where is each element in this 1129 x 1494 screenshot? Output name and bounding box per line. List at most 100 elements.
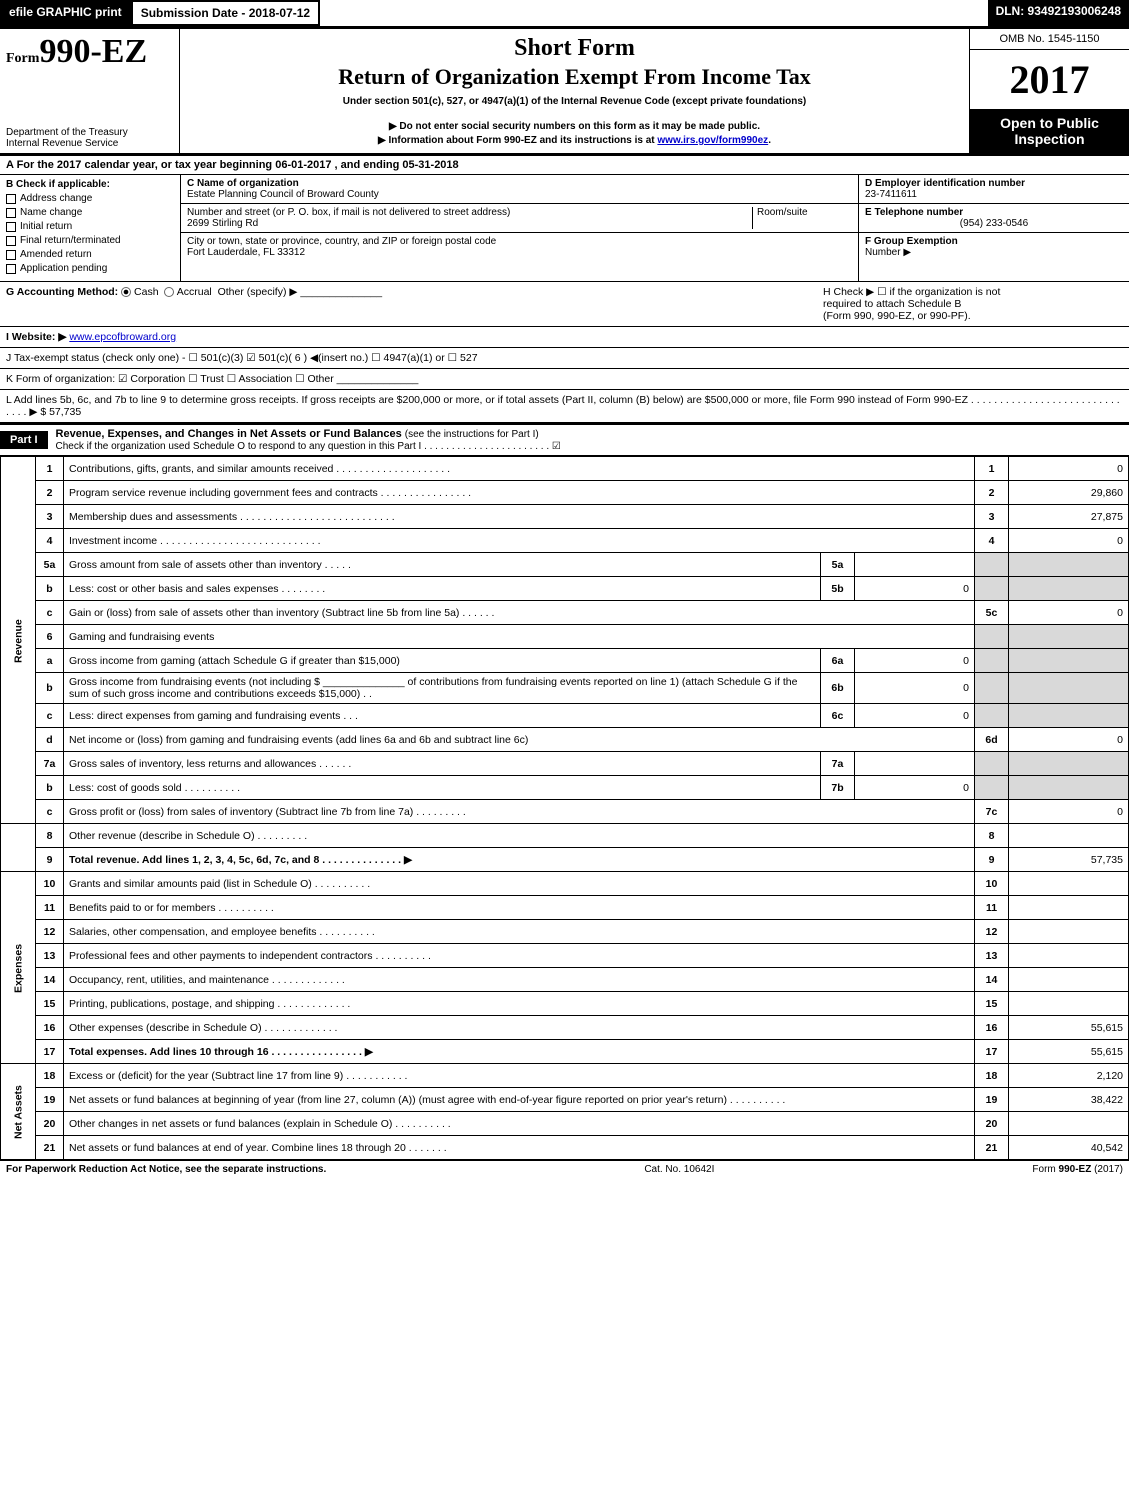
shaded-cell: [1009, 649, 1129, 673]
radio-accrual-icon[interactable]: [164, 287, 174, 297]
line-col-no: 17: [975, 1040, 1009, 1064]
instructions-link[interactable]: www.irs.gov/form990ez: [657, 135, 768, 146]
e-phone-value: (954) 233-0546: [865, 218, 1123, 229]
h-line3: (Form 990, 990-EZ, or 990-PF).: [823, 310, 1123, 322]
e-phone-label: E Telephone number: [865, 207, 1123, 218]
form-prefix: Form: [6, 51, 39, 66]
i-website-link[interactable]: www.epcofbroward.org: [69, 331, 176, 343]
line-no: 4: [36, 529, 64, 553]
efile-print-button[interactable]: efile GRAPHIC print: [0, 0, 131, 26]
omb-number: OMB No. 1545-1150: [970, 29, 1129, 50]
d-ein-value: 23-7411611: [865, 189, 1123, 200]
line-col-val: 38,422: [1009, 1088, 1129, 1112]
entity-block: B Check if applicable: Address change Na…: [0, 175, 1129, 282]
line-mid-val: 0: [855, 577, 975, 601]
line-col-val: 55,615: [1009, 1016, 1129, 1040]
line-desc: Gross profit or (loss) from sales of inv…: [64, 800, 975, 824]
shaded-cell: [975, 752, 1009, 776]
top-bar: efile GRAPHIC print Submission Date - 20…: [0, 0, 1129, 29]
footer-right: Form 990-EZ (2017): [1032, 1164, 1123, 1175]
l-row: L Add lines 5b, 6c, and 7b to line 9 to …: [0, 390, 1129, 423]
b-item-initial-return[interactable]: Initial return: [6, 221, 174, 232]
b-item-amended-return[interactable]: Amended return: [6, 249, 174, 260]
h-check: H Check ▶ ☐ if the organization is not r…: [823, 286, 1123, 322]
line-no: 5a: [36, 553, 64, 577]
c-city-cell: City or town, state or province, country…: [181, 233, 858, 261]
line-desc: Net income or (loss) from gaming and fun…: [64, 728, 975, 752]
g-opt-accrual: Accrual: [177, 286, 212, 298]
line-no: b: [36, 673, 64, 704]
line-col-no: 8: [975, 824, 1009, 848]
header-right: OMB No. 1545-1150 2017 Open to Public In…: [969, 29, 1129, 153]
checkbox-icon: [6, 250, 16, 260]
line-desc: Program service revenue including govern…: [64, 481, 975, 505]
line-desc: Less: cost of goods sold . . . . . . . .…: [64, 776, 821, 800]
b-item-name-change[interactable]: Name change: [6, 207, 174, 218]
j-text: J Tax-exempt status (check only one) - ☐…: [6, 352, 478, 364]
line-col-no: 12: [975, 920, 1009, 944]
line-col-no: 2: [975, 481, 1009, 505]
ssn-warning: ▶ Do not enter social security numbers o…: [186, 121, 963, 132]
return-title: Return of Organization Exempt From Incom…: [186, 64, 963, 90]
b-item-final-return[interactable]: Final return/terminated: [6, 235, 174, 246]
l-text: L Add lines 5b, 6c, and 7b to line 9 to …: [6, 394, 1120, 418]
checkbox-icon: [6, 264, 16, 274]
line-col-val: [1009, 968, 1129, 992]
line-no: 1: [36, 457, 64, 481]
line-col-no: 20: [975, 1112, 1009, 1136]
line-desc: Less: cost or other basis and sales expe…: [64, 577, 821, 601]
line-col-val: [1009, 896, 1129, 920]
g-opt-cash: Cash: [134, 286, 159, 298]
c-city-value: Fort Lauderdale, FL 33312: [187, 247, 852, 258]
e-phone-cell: E Telephone number (954) 233-0546: [859, 204, 1129, 233]
checkbox-icon: [6, 222, 16, 232]
line-col-val: 0: [1009, 529, 1129, 553]
line-no: c: [36, 704, 64, 728]
shaded-cell: [975, 673, 1009, 704]
top-left: efile GRAPHIC print Submission Date - 20…: [0, 0, 320, 26]
c-name-label: C Name of organization: [187, 178, 852, 189]
line-col-no: 7c: [975, 800, 1009, 824]
line-col-no: 18: [975, 1064, 1009, 1088]
instructions-line: ▶ Information about Form 990-EZ and its …: [186, 135, 963, 146]
header-center: Short Form Return of Organization Exempt…: [180, 29, 969, 153]
line-desc: Total expenses. Add lines 10 through 16 …: [64, 1040, 975, 1064]
c-street-label: Number and street (or P. O. box, if mail…: [187, 207, 748, 218]
checkbox-icon: [6, 208, 16, 218]
row-a-prefix: A For the 2017 calendar year, or tax yea…: [6, 159, 275, 171]
line-no: 8: [36, 824, 64, 848]
g-opt-other: Other (specify) ▶: [218, 286, 298, 298]
line-col-no: 11: [975, 896, 1009, 920]
shaded-cell: [975, 625, 1009, 649]
c-street-cell: Number and street (or P. O. box, if mail…: [181, 204, 858, 233]
line-desc: Membership dues and assessments . . . . …: [64, 505, 975, 529]
b-item-application-pending[interactable]: Application pending: [6, 263, 174, 274]
h-line1: H Check ▶ ☐ if the organization is not: [823, 286, 1123, 298]
line-desc: Gain or (loss) from sale of assets other…: [64, 601, 975, 625]
line-col-no: 6d: [975, 728, 1009, 752]
revenue-side-label-cont: [1, 824, 36, 872]
h-line2: required to attach Schedule B: [823, 298, 1123, 310]
footer-mid: Cat. No. 10642I: [644, 1164, 714, 1175]
line-desc: Salaries, other compensation, and employ…: [64, 920, 975, 944]
shaded-cell: [1009, 752, 1129, 776]
line-desc: Excess or (deficit) for the year (Subtra…: [64, 1064, 975, 1088]
shaded-cell: [975, 577, 1009, 601]
b-item-address-change[interactable]: Address change: [6, 193, 174, 204]
c-room-label: Room/suite: [752, 207, 852, 229]
line-mid-no: 6a: [821, 649, 855, 673]
line-col-val: [1009, 872, 1129, 896]
radio-cash-icon[interactable]: [121, 287, 131, 297]
submission-date: Submission Date - 2018-07-12: [131, 0, 320, 26]
row-a-mid: , and ending: [335, 159, 403, 171]
gh-row: G Accounting Method: Cash Accrual Other …: [0, 282, 1129, 327]
line-no: 10: [36, 872, 64, 896]
f-group-label: F Group Exemption: [865, 236, 958, 247]
expenses-side-label: Expenses: [1, 872, 36, 1064]
line-col-val: 27,875: [1009, 505, 1129, 529]
d-column: D Employer identification number 23-7411…: [859, 175, 1129, 281]
row-a-end: 05-31-2018: [402, 159, 458, 171]
g-accounting: G Accounting Method: Cash Accrual Other …: [6, 286, 382, 322]
line-desc: Net assets or fund balances at beginning…: [64, 1088, 975, 1112]
part1-check-line: Check if the organization used Schedule …: [56, 441, 561, 452]
